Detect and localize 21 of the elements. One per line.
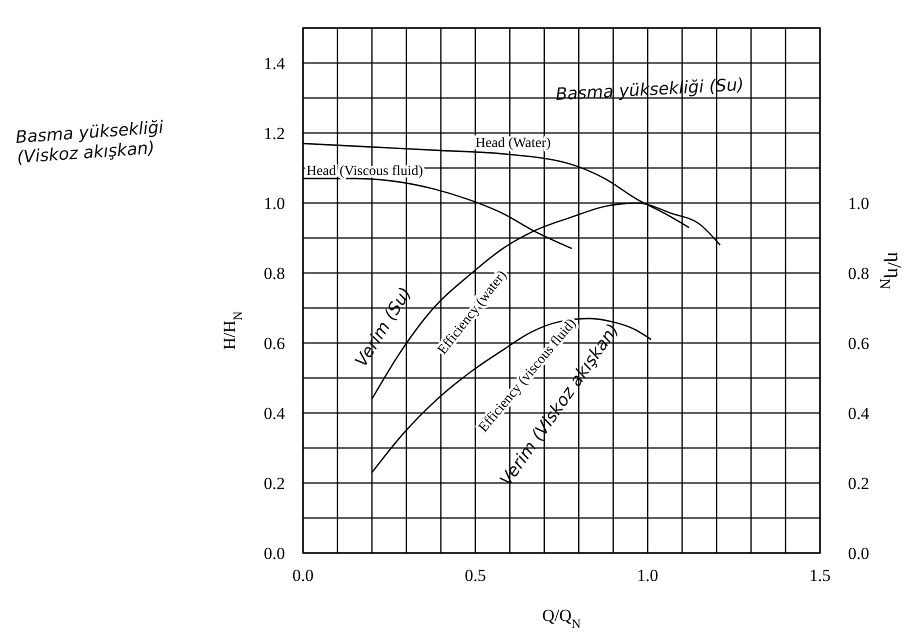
y-tick-label: 0.2 [264,474,285,493]
y2-tick-label: 0.8 [848,264,870,283]
x-tick-label: 0.5 [464,566,486,585]
y2-tick-label: 0.0 [848,544,870,563]
text: Basma yüksekliği (Viskoz akışkan) [14,118,164,168]
y-tick-label: 1.4 [264,54,286,73]
y-tick-label: 0.4 [264,404,286,423]
y-tick-label: 0.0 [264,544,285,563]
y2-tick-label: 1.0 [848,194,870,213]
y2-tick-label: 0.4 [848,404,870,423]
y2-tick-label: 0.2 [848,474,870,493]
x-tick-label: 1.5 [809,566,831,585]
y-tick-label: 0.8 [264,264,285,283]
y2-tick-label: 0.6 [848,334,870,353]
x-tick-label: 1.0 [637,566,658,585]
y-tick-label: 0.6 [264,334,285,353]
y-tick-label: 1.0 [264,194,285,213]
y-tick-label: 1.2 [264,124,285,143]
x-tick-label: 0.0 [292,566,314,585]
annotation: Basma yüksekliği (Su) [555,75,744,105]
x-axis-title: Q/Q$_{N}$ [542,606,581,631]
